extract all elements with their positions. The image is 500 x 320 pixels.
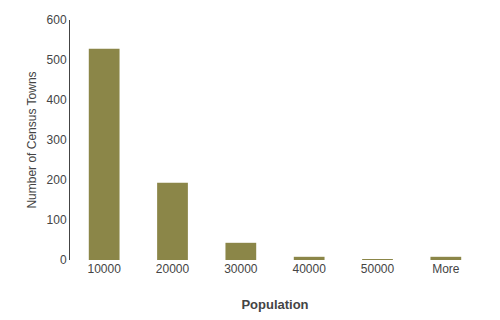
- svg-text:200: 200: [47, 173, 67, 187]
- svg-text:600: 600: [47, 13, 67, 27]
- svg-text:More: More: [432, 262, 460, 276]
- svg-text:500: 500: [47, 53, 67, 67]
- svg-text:0: 0: [60, 253, 67, 267]
- svg-text:400: 400: [47, 93, 67, 107]
- svg-text:100: 100: [47, 213, 67, 227]
- svg-text:30000: 30000: [224, 262, 258, 276]
- svg-text:300: 300: [47, 133, 67, 147]
- svg-text:50000: 50000: [361, 262, 395, 276]
- svg-text:20000: 20000: [156, 262, 190, 276]
- svg-text:Population: Population: [241, 297, 308, 312]
- svg-text:10000: 10000: [87, 262, 121, 276]
- svg-text:Number of Census Towns: Number of Census Towns: [25, 71, 39, 208]
- svg-text:40000: 40000: [292, 262, 326, 276]
